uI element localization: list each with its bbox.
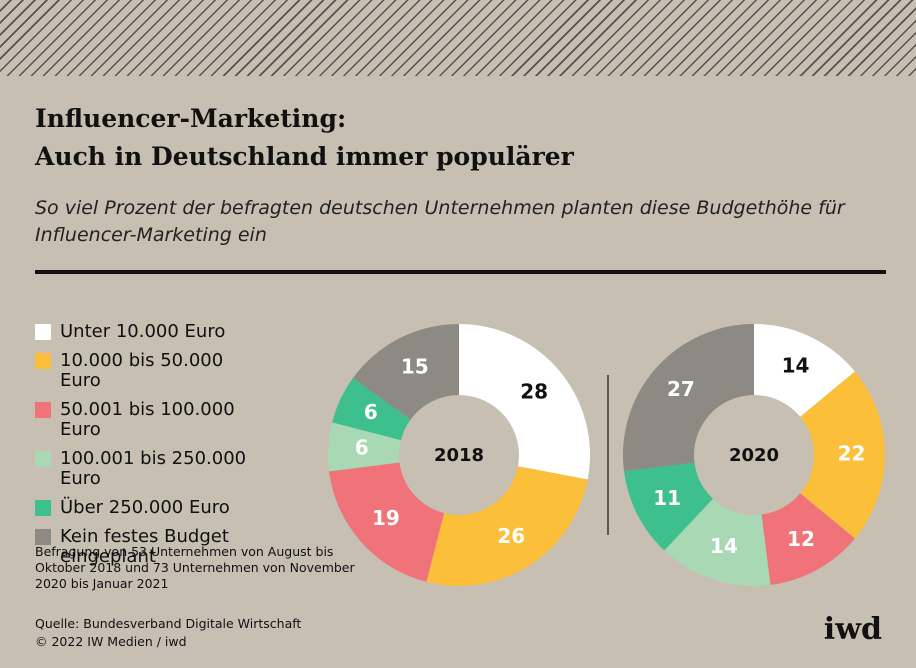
legend-swatch [35,402,51,418]
legend-swatch [35,324,51,340]
data-label: 19 [372,506,400,530]
legend-label: Über 250.000 Euro [60,497,230,518]
data-label: 11 [653,486,681,510]
data-label: 15 [401,355,429,379]
data-label: 27 [667,377,695,401]
donut-segment [754,324,855,417]
legend-item: 50.001 bis 100.000 Euro [35,400,325,440]
data-label: 26 [497,524,525,548]
legend-item: 10.000 bis 50.000 Euro [35,351,325,391]
divider [35,270,886,274]
legend-label: Kein festes Budget eingeplant [60,526,229,567]
data-label: 14 [710,534,738,558]
legend-label: Unter 10.000 Euro [60,321,226,342]
legend-item: Kein festes Budget eingeplant [35,527,325,567]
donut-segment [329,462,445,582]
donut-segment [332,378,411,441]
donut-segment [353,324,459,420]
legend-item: Über 250.000 Euro [35,498,325,518]
legend-swatch [35,500,51,516]
legend-swatch [35,451,51,467]
data-label: 6 [355,435,369,459]
series-label: 2018 [434,445,484,466]
legend-swatch [35,353,51,369]
note: Befragung von 53 Unternehmen von August … [35,544,355,591]
legend-item: 100.001 bis 250.000 Euro [35,449,325,489]
donut-segment [624,462,713,551]
source: Quelle: Bundesverband Digitale Wirtschaf… [35,616,302,631]
title-line: Auch in Deutschland immer populärer [35,142,574,171]
series-label: 2020 [729,445,779,466]
donut-segment [459,324,590,480]
donut-segment [327,422,401,472]
legend-item: Unter 10.000 Euro [35,322,325,342]
legend: Unter 10.000 Euro 10.000 bis 50.000 Euro 5… [35,322,325,576]
copyright: © 2022 IW Medien / iwd [35,634,187,649]
donut-segment [622,324,754,472]
data-label: 22 [838,442,866,466]
subtitle: So viel Prozent der befragten deutschen … [35,197,845,246]
donut-segment [426,466,588,586]
donut-segment [664,498,771,586]
legend-label: 10.000 bis 50.000 Euro [60,350,224,391]
logo: iwd [823,612,882,647]
legend-swatch [35,529,51,545]
hatch-band [0,0,916,76]
legend-label: 100.001 bis 250.000 Euro [60,448,247,489]
donut-segment [800,371,886,539]
title-line: Influencer-Marketing: [35,104,347,133]
data-label: 14 [782,353,810,377]
donut-segment [761,493,855,585]
data-label: 28 [520,379,548,403]
data-label: 6 [364,400,378,424]
legend-label: 50.001 bis 100.000 Euro [60,399,235,440]
data-label: 12 [787,527,815,551]
